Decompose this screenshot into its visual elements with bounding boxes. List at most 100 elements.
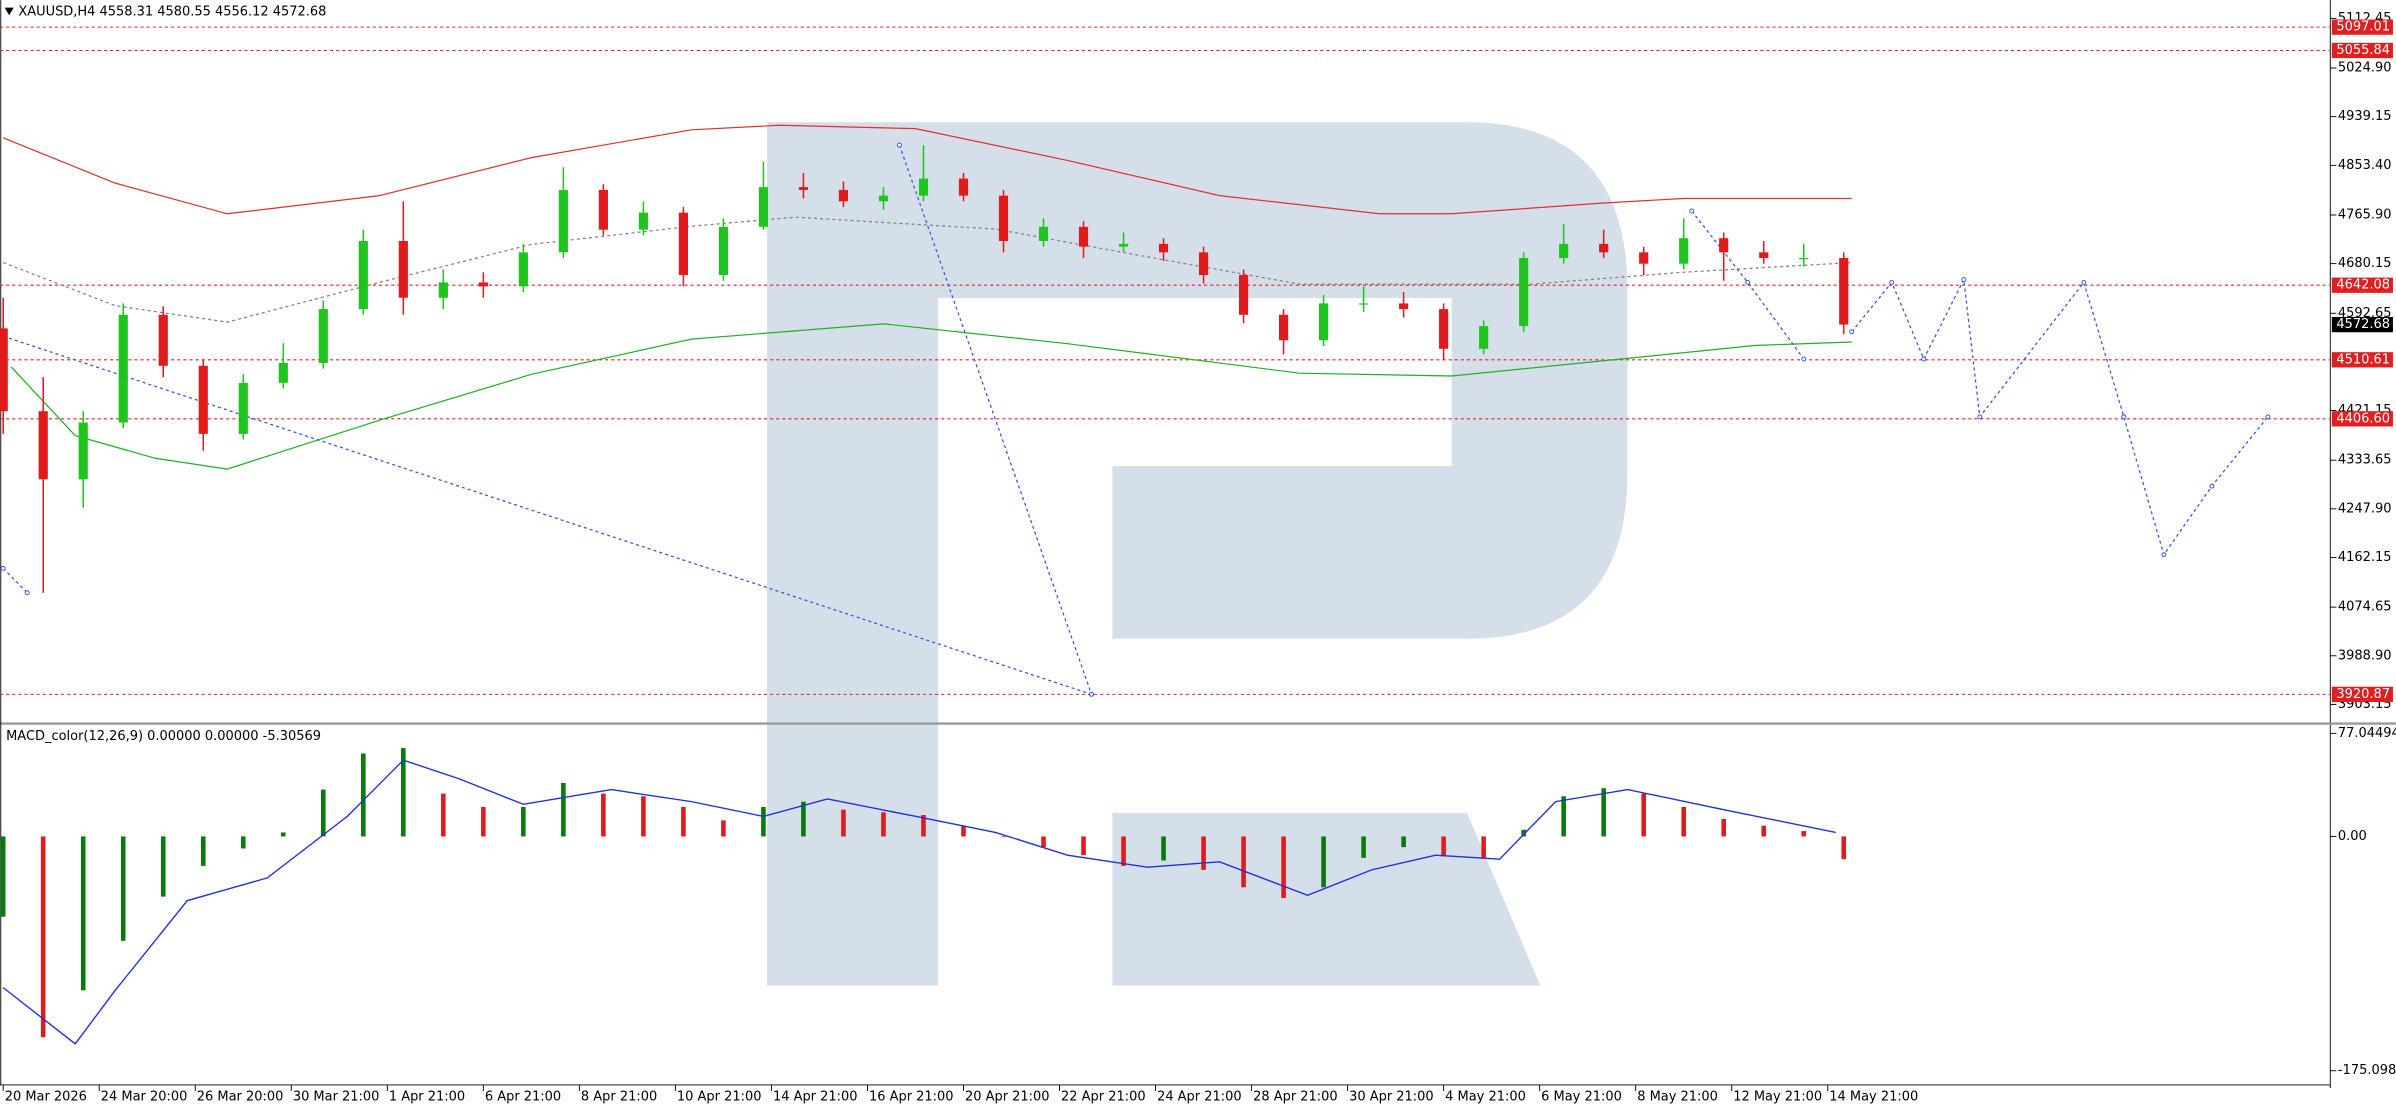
level-label-bg: [2331, 352, 2393, 368]
candle-body: [478, 282, 488, 287]
indicator-line: [2, 124, 1852, 215]
candle-body: [1158, 243, 1169, 253]
candle-body: [158, 314, 168, 366]
candle-body: [1559, 243, 1569, 259]
macd-bar: [361, 753, 366, 837]
level-label: 4406.60: [2336, 411, 2390, 426]
candle-body: [918, 178, 929, 196]
macd-bar: [641, 796, 646, 837]
last-price-label: 4572.68: [2336, 317, 2390, 332]
line-marker: [1889, 279, 1895, 285]
candle-body: [318, 309, 328, 363]
indicator-line: [1691, 210, 1805, 360]
indicator-line: [898, 144, 1093, 695]
candle-body: [1359, 303, 1369, 305]
macd-bar: [801, 801, 806, 837]
candle-body: [638, 212, 648, 230]
y-tick-label: 0.00: [2338, 829, 2367, 844]
line-marker: [2081, 279, 2087, 285]
candle-body: [1278, 314, 1289, 341]
level-label: 3920.87: [2336, 687, 2390, 702]
candle-body: [958, 178, 969, 196]
x-tick-label: 30 Apr 21:00: [1349, 1090, 1434, 1105]
macd-bar: [280, 832, 286, 837]
line-marker: [24, 590, 30, 596]
macd-bar: [681, 806, 686, 837]
indicator-line: [3, 335, 1092, 695]
candle-body: [1038, 226, 1049, 242]
x-tick-label: 4 May 21:00: [1445, 1090, 1526, 1105]
y-tick-label: 77.04494: [2338, 726, 2396, 741]
macd-bar: [1321, 836, 1326, 888]
x-tick-label: 16 Apr 21:00: [869, 1090, 954, 1105]
macd-bar: [1001, 836, 1006, 838]
candle-body: [1238, 275, 1249, 315]
macd-bar: [1561, 796, 1566, 837]
macd-bar: [80, 836, 86, 991]
macd-bar: [1081, 836, 1086, 856]
line-marker: [0, 565, 6, 571]
candle-body: [1399, 303, 1409, 310]
macd-bar: [961, 825, 966, 837]
y-tick-label: 5024.90: [2338, 61, 2392, 76]
level-label-bg: [2331, 686, 2393, 703]
candle-body: [358, 241, 368, 310]
indicator-line: [1851, 277, 2269, 557]
y-tick-label: 3988.90: [2338, 648, 2392, 663]
x-tick-label: 26 Mar 20:00: [197, 1090, 284, 1105]
candle-body: [1519, 258, 1529, 327]
x-tick-label: 24 Mar 20:00: [101, 1090, 188, 1105]
macd-bar: [1841, 836, 1847, 860]
candle-body: [1118, 243, 1129, 247]
candle-body: [558, 189, 568, 253]
macd-bar: [40, 836, 46, 1038]
y-tick-label: 4333.65: [2338, 453, 2392, 468]
x-tick-label: 10 Apr 21:00: [677, 1090, 762, 1105]
macd-bar: [1161, 836, 1166, 861]
candle-body: [198, 365, 208, 434]
macd-bar: [1441, 836, 1446, 857]
line-marker: [1849, 329, 1855, 335]
macd-bar: [1121, 836, 1126, 866]
x-tick-label: 8 Apr 21:00: [581, 1090, 657, 1105]
candle-body: [0, 328, 8, 412]
line-marker: [1089, 691, 1094, 697]
y-tick-label: 4939.15: [2338, 109, 2392, 124]
macd-bar: [1201, 836, 1206, 870]
macd-bar: [1601, 788, 1606, 837]
x-tick-label: 22 Apr 21:00: [1061, 1090, 1146, 1105]
candle-body: [758, 187, 769, 227]
indicator-line: [10, 323, 1852, 470]
y-tick-label: 4853.40: [2338, 158, 2392, 173]
x-tick-label: 20 Apr 21:00: [965, 1090, 1050, 1105]
level-label: 5055.84: [2336, 43, 2390, 58]
candle-body: [1198, 252, 1209, 276]
indicator-line: [2, 216, 1852, 323]
macd-bar: [1041, 836, 1046, 848]
macd-bar: [881, 812, 886, 837]
candle-body: [1078, 226, 1089, 247]
x-tick-label: 8 May 21:00: [1637, 1090, 1718, 1105]
candle-body: [118, 314, 128, 423]
macd-bar: [521, 806, 526, 837]
macd-bar: [1481, 836, 1486, 858]
x-tick-label: 24 Apr 21:00: [1157, 1090, 1242, 1105]
macd-bar: [1401, 836, 1406, 848]
line-marker: [1689, 208, 1695, 214]
x-tick-label: 6 Apr 21:00: [485, 1090, 561, 1105]
macd-bar: [1681, 806, 1686, 837]
macd-bar: [1281, 836, 1286, 898]
macd-bar: [761, 806, 766, 837]
symbol-menu-arrow[interactable]: [4, 7, 14, 16]
x-tick-label: 14 Apr 21:00: [773, 1090, 858, 1105]
macd-bar: [921, 815, 926, 837]
signal-line: [2, 759, 1836, 1045]
candle-body: [1319, 303, 1329, 341]
macd-bar: [401, 748, 406, 837]
macd-bar: [441, 793, 446, 837]
candle-body: [78, 422, 88, 480]
candle-body: [998, 195, 1009, 242]
line-marker: [1961, 277, 1967, 283]
candle-body: [598, 189, 608, 230]
x-tick-label: 1 Apr 21:00: [389, 1090, 465, 1105]
